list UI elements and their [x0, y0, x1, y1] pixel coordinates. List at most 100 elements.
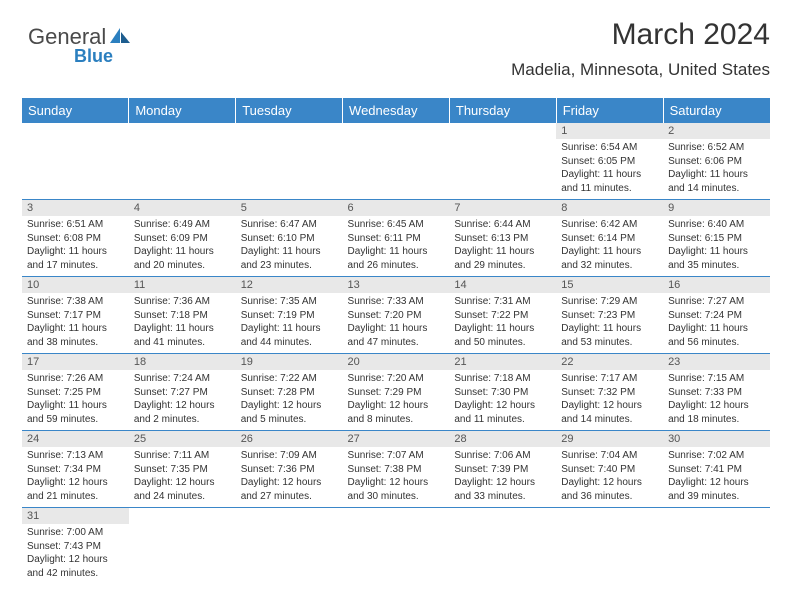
- daylight-text: Daylight: 12 hours and 21 minutes.: [27, 476, 124, 503]
- day-number: 31: [22, 508, 129, 524]
- day-details: Sunrise: 6:49 AMSunset: 6:09 PMDaylight:…: [129, 216, 236, 276]
- weekday-header: Wednesday: [343, 98, 450, 123]
- calendar-cell: 18Sunrise: 7:24 AMSunset: 7:27 PMDayligh…: [129, 354, 236, 431]
- sunset-text: Sunset: 7:40 PM: [561, 463, 658, 477]
- day-number: 24: [22, 431, 129, 447]
- day-number-empty: [449, 508, 556, 524]
- calendar-cell: 3Sunrise: 6:51 AMSunset: 6:08 PMDaylight…: [22, 200, 129, 277]
- calendar-cell: [663, 508, 770, 585]
- daylight-text: Daylight: 12 hours and 18 minutes.: [668, 399, 765, 426]
- sunrise-text: Sunrise: 7:18 AM: [454, 372, 551, 386]
- day-details: Sunrise: 7:02 AMSunset: 7:41 PMDaylight:…: [663, 447, 770, 507]
- daylight-text: Daylight: 12 hours and 24 minutes.: [134, 476, 231, 503]
- logo-sail-icon: [110, 24, 132, 50]
- calendar-cell: 25Sunrise: 7:11 AMSunset: 7:35 PMDayligh…: [129, 431, 236, 508]
- day-number-empty: [129, 123, 236, 139]
- daylight-text: Daylight: 12 hours and 27 minutes.: [241, 476, 338, 503]
- calendar-cell: 26Sunrise: 7:09 AMSunset: 7:36 PMDayligh…: [236, 431, 343, 508]
- calendar-row: 1Sunrise: 6:54 AMSunset: 6:05 PMDaylight…: [22, 123, 770, 200]
- day-details: Sunrise: 7:00 AMSunset: 7:43 PMDaylight:…: [22, 524, 129, 584]
- sunset-text: Sunset: 7:25 PM: [27, 386, 124, 400]
- weekday-header: Tuesday: [236, 98, 343, 123]
- day-number: 15: [556, 277, 663, 293]
- day-number: 5: [236, 200, 343, 216]
- calendar-cell: [236, 123, 343, 200]
- sunrise-text: Sunrise: 6:52 AM: [668, 141, 765, 155]
- daylight-text: Daylight: 12 hours and 2 minutes.: [134, 399, 231, 426]
- calendar-table: SundayMondayTuesdayWednesdayThursdayFrid…: [22, 98, 770, 584]
- day-details: Sunrise: 7:38 AMSunset: 7:17 PMDaylight:…: [22, 293, 129, 353]
- daylight-text: Daylight: 11 hours and 20 minutes.: [134, 245, 231, 272]
- day-number: 13: [343, 277, 450, 293]
- sunset-text: Sunset: 6:08 PM: [27, 232, 124, 246]
- calendar-cell: 2Sunrise: 6:52 AMSunset: 6:06 PMDaylight…: [663, 123, 770, 200]
- calendar-cell: 28Sunrise: 7:06 AMSunset: 7:39 PMDayligh…: [449, 431, 556, 508]
- calendar-cell: 7Sunrise: 6:44 AMSunset: 6:13 PMDaylight…: [449, 200, 556, 277]
- sunset-text: Sunset: 6:11 PM: [348, 232, 445, 246]
- day-details: Sunrise: 6:42 AMSunset: 6:14 PMDaylight:…: [556, 216, 663, 276]
- daylight-text: Daylight: 11 hours and 11 minutes.: [561, 168, 658, 195]
- sunrise-text: Sunrise: 7:00 AM: [27, 526, 124, 540]
- sunrise-text: Sunrise: 7:26 AM: [27, 372, 124, 386]
- day-number: 12: [236, 277, 343, 293]
- calendar-cell: 30Sunrise: 7:02 AMSunset: 7:41 PMDayligh…: [663, 431, 770, 508]
- calendar-cell: 6Sunrise: 6:45 AMSunset: 6:11 PMDaylight…: [343, 200, 450, 277]
- sunset-text: Sunset: 7:33 PM: [668, 386, 765, 400]
- day-number: 22: [556, 354, 663, 370]
- day-details: Sunrise: 7:27 AMSunset: 7:24 PMDaylight:…: [663, 293, 770, 353]
- sunset-text: Sunset: 7:38 PM: [348, 463, 445, 477]
- day-details: Sunrise: 7:07 AMSunset: 7:38 PMDaylight:…: [343, 447, 450, 507]
- calendar-cell: [129, 123, 236, 200]
- day-number: 20: [343, 354, 450, 370]
- calendar-cell: 19Sunrise: 7:22 AMSunset: 7:28 PMDayligh…: [236, 354, 343, 431]
- sunrise-text: Sunrise: 7:36 AM: [134, 295, 231, 309]
- daylight-text: Daylight: 11 hours and 53 minutes.: [561, 322, 658, 349]
- day-number: 18: [129, 354, 236, 370]
- calendar-cell: 8Sunrise: 6:42 AMSunset: 6:14 PMDaylight…: [556, 200, 663, 277]
- day-number-empty: [343, 123, 450, 139]
- day-number-empty: [449, 123, 556, 139]
- daylight-text: Daylight: 11 hours and 32 minutes.: [561, 245, 658, 272]
- calendar-cell: [449, 508, 556, 585]
- daylight-text: Daylight: 11 hours and 50 minutes.: [454, 322, 551, 349]
- daylight-text: Daylight: 11 hours and 47 minutes.: [348, 322, 445, 349]
- calendar-row: 3Sunrise: 6:51 AMSunset: 6:08 PMDaylight…: [22, 200, 770, 277]
- calendar-cell: 9Sunrise: 6:40 AMSunset: 6:15 PMDaylight…: [663, 200, 770, 277]
- calendar-cell: 4Sunrise: 6:49 AMSunset: 6:09 PMDaylight…: [129, 200, 236, 277]
- calendar-cell: 15Sunrise: 7:29 AMSunset: 7:23 PMDayligh…: [556, 277, 663, 354]
- day-number-empty: [663, 508, 770, 524]
- calendar-body: 1Sunrise: 6:54 AMSunset: 6:05 PMDaylight…: [22, 123, 770, 584]
- calendar-cell: 1Sunrise: 6:54 AMSunset: 6:05 PMDaylight…: [556, 123, 663, 200]
- daylight-text: Daylight: 12 hours and 33 minutes.: [454, 476, 551, 503]
- day-details: Sunrise: 7:22 AMSunset: 7:28 PMDaylight:…: [236, 370, 343, 430]
- daylight-text: Daylight: 12 hours and 5 minutes.: [241, 399, 338, 426]
- sunrise-text: Sunrise: 6:47 AM: [241, 218, 338, 232]
- sunset-text: Sunset: 7:24 PM: [668, 309, 765, 323]
- sunrise-text: Sunrise: 7:24 AM: [134, 372, 231, 386]
- day-number-empty: [236, 123, 343, 139]
- sunset-text: Sunset: 7:29 PM: [348, 386, 445, 400]
- daylight-text: Daylight: 11 hours and 41 minutes.: [134, 322, 231, 349]
- day-details: Sunrise: 7:24 AMSunset: 7:27 PMDaylight:…: [129, 370, 236, 430]
- day-details: Sunrise: 7:31 AMSunset: 7:22 PMDaylight:…: [449, 293, 556, 353]
- day-number: 17: [22, 354, 129, 370]
- day-details: Sunrise: 7:36 AMSunset: 7:18 PMDaylight:…: [129, 293, 236, 353]
- day-details: Sunrise: 6:47 AMSunset: 6:10 PMDaylight:…: [236, 216, 343, 276]
- sunset-text: Sunset: 6:10 PM: [241, 232, 338, 246]
- day-number: 28: [449, 431, 556, 447]
- day-details: Sunrise: 7:04 AMSunset: 7:40 PMDaylight:…: [556, 447, 663, 507]
- sunset-text: Sunset: 7:23 PM: [561, 309, 658, 323]
- sunset-text: Sunset: 6:14 PM: [561, 232, 658, 246]
- logo: General Blue: [28, 24, 132, 50]
- day-number: 4: [129, 200, 236, 216]
- sunrise-text: Sunrise: 6:42 AM: [561, 218, 658, 232]
- calendar-cell: 20Sunrise: 7:20 AMSunset: 7:29 PMDayligh…: [343, 354, 450, 431]
- day-number-empty: [22, 123, 129, 139]
- calendar-cell: 23Sunrise: 7:15 AMSunset: 7:33 PMDayligh…: [663, 354, 770, 431]
- daylight-text: Daylight: 11 hours and 56 minutes.: [668, 322, 765, 349]
- day-details: Sunrise: 6:44 AMSunset: 6:13 PMDaylight:…: [449, 216, 556, 276]
- sunset-text: Sunset: 7:30 PM: [454, 386, 551, 400]
- location-text: Madelia, Minnesota, United States: [511, 60, 770, 80]
- daylight-text: Daylight: 12 hours and 36 minutes.: [561, 476, 658, 503]
- daylight-text: Daylight: 11 hours and 14 minutes.: [668, 168, 765, 195]
